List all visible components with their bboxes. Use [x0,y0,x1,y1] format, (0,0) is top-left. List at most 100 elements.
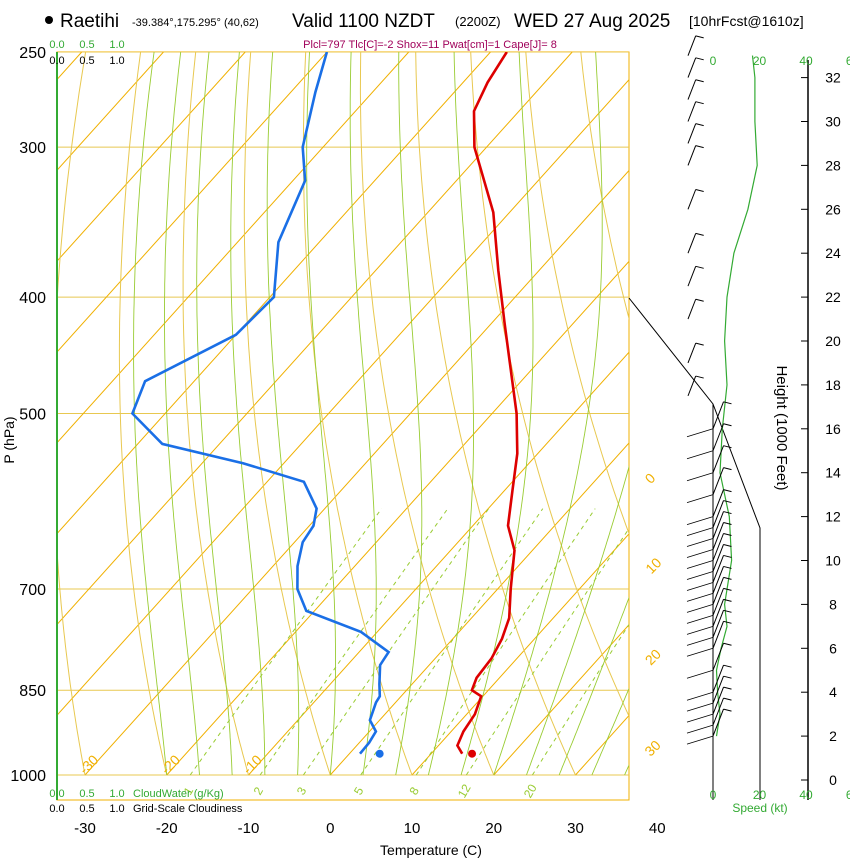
sounding-parameters: Plcl=797 Tlc[C]=-2 Shox=11 Pwat[cm]=1 Ca… [303,39,557,51]
height-tick-label: 30 [825,114,841,130]
wind-barb [686,675,732,712]
wind-barb [686,489,732,525]
mixing-ratio-line [360,508,544,776]
cloud-water-tick-bottom: 1.0 [109,788,124,800]
wind-barb-tail [686,702,714,712]
wind-barb-shaft [712,566,724,594]
temperature-profile [455,52,519,755]
dry-adiabat-line [525,52,629,535]
wind-barb-flag [695,35,704,39]
wind-barb [687,79,704,100]
wind-barb-tail [686,516,714,525]
wind-barb-flag [723,587,732,591]
pressure-tick-label: 500 [19,407,46,424]
wind-barb [686,401,732,438]
pressure-tick-label: 400 [19,290,46,307]
wind-barb [686,500,732,536]
mixing-ratio-line [531,623,629,776]
x-tick-label: 30 [567,820,584,837]
isotherm-label: 20 [642,646,664,668]
moist-adiabat-line [349,52,377,776]
wind-barb [686,697,732,734]
pressure-axis-ticks: 250 300 400 500 700 850 1000 [10,45,46,785]
x-tick-label: -10 [238,820,260,837]
cloudiness-tick-top: 0.5 [79,55,94,67]
wind-barb [686,533,732,569]
mixing-ratio-label: 8 [406,784,422,797]
wind-barb-tail [686,614,714,624]
pressure-tick-label: 300 [19,140,46,157]
wind-barb-shaft [687,233,697,254]
wind-barb-shaft [687,35,697,56]
wind-barb-shaft [687,57,697,78]
wind-barb-flag [695,265,704,269]
height-tick-label: 28 [825,157,841,173]
wind-barb-flag [695,145,704,149]
wind-barb [687,101,704,122]
moist-adiabat-line [558,596,629,776]
profiles-layer [130,52,519,758]
plot-frame [56,51,630,801]
height-tick-label: 6 [829,640,837,656]
wind-barb-tail [686,582,714,591]
x-tick-label: 40 [649,820,666,837]
wind-barb-shaft [712,522,724,550]
wind-speed-tick-bottom: 20 [753,788,767,802]
isotherm-label: 0 [642,470,659,487]
mixing-ratio-line [465,527,629,776]
mixing-ratio-label: 2 [251,784,267,797]
wind-barb [686,642,732,679]
wind-barb [686,445,732,482]
x-tick-label: 20 [485,820,502,837]
wind-barb-shaft [712,610,724,638]
wind-barb-flag [723,708,732,712]
wind-barb-shaft [712,511,724,539]
wind-barb [686,598,732,635]
isotherm-line [329,442,629,776]
wind-barb-flag [723,609,732,613]
dry-adiabat-line [57,52,87,776]
height-tick-label: 16 [825,421,841,437]
wind-panel [628,35,761,800]
cloud-water-tick-bottom: 0.0 [49,788,64,800]
cloudiness-tick-top: 0.0 [49,55,64,67]
wind-speed-tick-top: 0 [710,54,717,68]
wind-barb-flag [695,342,704,346]
x-tick-label: 10 [404,820,421,837]
isotherm-line [248,351,629,776]
wind-speed-label: Speed (kt) [732,801,787,815]
wind-barb-shaft [687,375,697,397]
wind-barb [686,664,732,701]
wind-barb-flag [695,298,704,302]
wind-barb-shaft [687,189,697,210]
wind-barb-flag [695,79,704,83]
cloud-water-tick-top: 1.0 [109,39,124,51]
wind-speed-ticks: 00202040406060 [710,54,850,802]
x-tick-label: -20 [156,820,178,837]
wind-barb-flag [723,489,732,493]
isotherm-line [57,52,491,535]
cloud-water-label: CloudWater (g/Kg) [133,788,224,800]
wind-barb [687,189,704,210]
wind-barb-flag [695,123,704,127]
wind-barb [687,342,704,364]
wind-barb [687,375,704,397]
mixing-ratio-line [415,508,596,776]
moist-adiabat-line [493,52,603,776]
dry-adiabat-line [470,52,629,718]
moist-adiabat-line [196,52,233,776]
isotherm-line [57,52,246,262]
wind-barb [687,35,704,56]
dry-adiabat-line [118,52,168,776]
mixing-ratio-line [189,508,383,776]
wind-barb [686,609,732,646]
wind-barb-shaft [712,555,724,583]
wind-barb [687,298,704,320]
moist-adiabat-line [306,52,336,776]
wind-barb [686,423,732,460]
wind-barb-shaft [687,123,697,144]
cloudiness-label: Grid-Scale Cloudiness [133,803,243,815]
wind-barb-shaft [712,708,724,737]
cloud-axis-ticks: 0.0 0.0 0.0 0.0 0.5 0.5 0.5 0.5 1.0 1.0 1.0 1.0 [49,39,124,815]
wind-barb-shaft [712,599,724,627]
